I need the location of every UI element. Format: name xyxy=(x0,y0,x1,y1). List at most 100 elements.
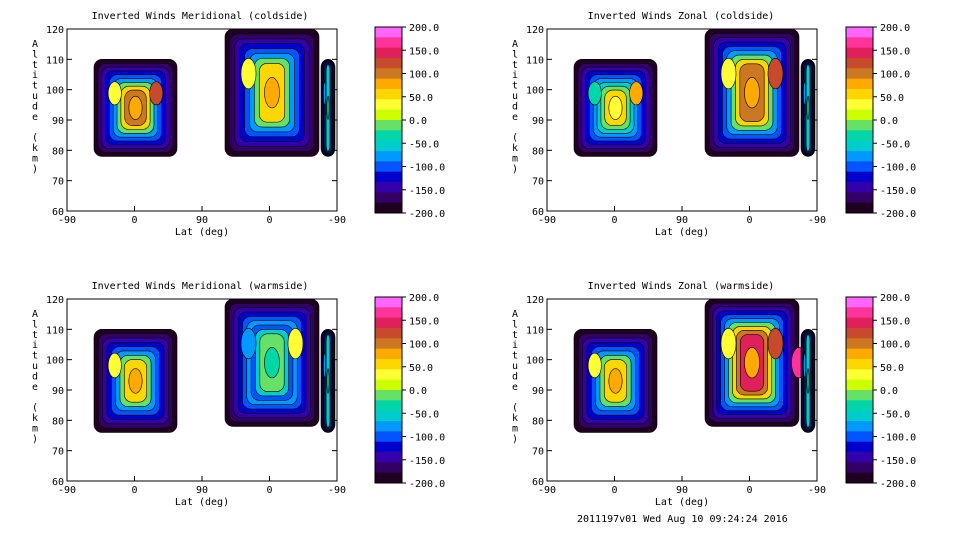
x-axis-label: Lat (deg) xyxy=(655,227,709,238)
y-axis-label-char: ) xyxy=(32,434,38,445)
y-axis-label-char: k xyxy=(32,413,38,424)
y-axis-label-char: u xyxy=(512,361,518,372)
contour-blob xyxy=(149,81,164,106)
colorbar-label: 150.0 xyxy=(409,316,439,327)
colorbar-swatch xyxy=(846,99,873,111)
colorbar-swatch xyxy=(375,78,402,90)
colorbar-swatch xyxy=(375,140,402,152)
y-tick-label: 70 xyxy=(52,447,64,458)
y-tick-label: 60 xyxy=(52,477,64,488)
colorbar-swatch xyxy=(846,348,873,360)
y-axis-label-char: u xyxy=(32,91,38,102)
y-tick-label: 60 xyxy=(532,207,544,218)
colorbar-label: -150.0 xyxy=(409,456,445,467)
y-axis-label-char: t xyxy=(32,330,38,341)
colorbar-label: 0.0 xyxy=(409,386,427,397)
y-axis-label-char: A xyxy=(512,39,518,50)
y-axis-label-char: m xyxy=(32,423,38,434)
colorbar-swatch xyxy=(846,328,873,339)
contour-region xyxy=(704,28,800,157)
contour-region xyxy=(320,329,336,433)
y-tick-label: 70 xyxy=(532,177,544,188)
colorbar-swatch xyxy=(846,120,873,131)
colorbar-label: 150.0 xyxy=(880,46,910,57)
contour-blob xyxy=(608,95,623,120)
contour-region xyxy=(93,329,178,433)
colorbar-swatch xyxy=(375,27,402,38)
contour-blob xyxy=(767,58,784,90)
colorbar-swatch xyxy=(846,130,873,142)
colorbar-swatch xyxy=(846,89,873,100)
y-tick-label: 80 xyxy=(52,146,64,157)
colorbar-swatch xyxy=(375,369,402,381)
colorbar-swatch xyxy=(375,99,402,111)
colorbar-label: -200.0 xyxy=(880,479,916,490)
x-tick-label: 90 xyxy=(196,215,208,226)
colorbar-label: 200.0 xyxy=(880,293,910,304)
y-tick-label: 100 xyxy=(46,356,64,367)
colorbar-swatch xyxy=(846,171,873,183)
x-tick-label: 90 xyxy=(196,485,208,496)
colorbar-swatch xyxy=(375,151,402,162)
colorbar-label: 150.0 xyxy=(880,316,910,327)
colorbar-swatch xyxy=(846,421,873,432)
x-tick-label: 0 xyxy=(746,215,752,226)
y-axis-label-char: k xyxy=(32,143,38,154)
panel-title: Inverted Winds Zonal (coldside) xyxy=(588,11,775,22)
x-tick-label: 0 xyxy=(266,215,272,226)
colorbar-swatch xyxy=(375,182,402,193)
colorbar: 200.0 150.0 100.0 50.0 0.0 -50.0 -100.0 -150.0 -… xyxy=(374,23,445,220)
y-tick-label: 100 xyxy=(526,86,544,97)
y-axis-label-char: l xyxy=(32,49,38,60)
colorbar-swatch xyxy=(375,359,402,370)
contour-blob xyxy=(240,328,257,360)
contour-blob xyxy=(744,77,760,109)
contour-blob xyxy=(264,347,280,379)
colorbar-swatch xyxy=(375,37,402,49)
y-axis-label-char: u xyxy=(512,91,518,102)
y-tick-label: 80 xyxy=(532,146,544,157)
colorbar-swatch xyxy=(846,109,873,121)
contour-region xyxy=(573,329,658,433)
colorbar-swatch xyxy=(375,472,402,484)
colorbar-swatch xyxy=(846,452,873,463)
contour-blob xyxy=(744,347,760,379)
y-axis-label-char: ( xyxy=(32,403,38,414)
y-axis-label-char: A xyxy=(32,39,38,50)
y-axis-label-char: k xyxy=(512,413,518,424)
contour-region xyxy=(224,28,320,157)
colorbar-swatch xyxy=(375,400,402,412)
x-tick-label: -90 xyxy=(538,485,556,496)
y-axis-label-char: d xyxy=(32,101,38,112)
y-tick-label: 70 xyxy=(532,447,544,458)
contour-blob xyxy=(767,328,784,360)
colorbar: 200.0 150.0 100.0 50.0 0.0 -50.0 -100.0 -150.0 -… xyxy=(845,293,916,490)
colorbar-swatch xyxy=(375,462,402,474)
panel-1: Inverted Winds Meridional (coldside) 60 70… xyxy=(32,11,445,238)
y-axis-label-char: m xyxy=(512,153,518,164)
contour-region xyxy=(800,329,816,433)
colorbar-swatch xyxy=(375,379,402,391)
contour-blob xyxy=(287,328,304,360)
contour-blob xyxy=(107,81,122,106)
x-tick-label: 0 xyxy=(266,485,272,496)
colorbar-swatch xyxy=(375,171,402,183)
colorbar-label: -100.0 xyxy=(409,433,445,444)
colorbar-label: -50.0 xyxy=(880,409,910,420)
colorbar-label: -150.0 xyxy=(409,186,445,197)
y-axis-label-char: m xyxy=(32,153,38,164)
colorbar-swatch xyxy=(846,307,873,319)
panel-title: Inverted Winds Meridional (coldside) xyxy=(92,11,309,22)
colorbar-swatch xyxy=(375,317,402,329)
contour-blob xyxy=(128,95,143,120)
colorbar-label: 100.0 xyxy=(409,70,439,81)
colorbar-label: 0.0 xyxy=(880,116,898,127)
y-axis-label-char: i xyxy=(32,70,38,81)
y-axis-label-char: t xyxy=(512,81,518,92)
y-axis-label-char: i xyxy=(512,340,518,351)
contour-blob xyxy=(803,81,806,106)
contour-blob xyxy=(806,368,810,394)
y-tick-label: 80 xyxy=(532,416,544,427)
colorbar-swatch xyxy=(846,27,873,38)
colorbar-label: 0.0 xyxy=(880,386,898,397)
